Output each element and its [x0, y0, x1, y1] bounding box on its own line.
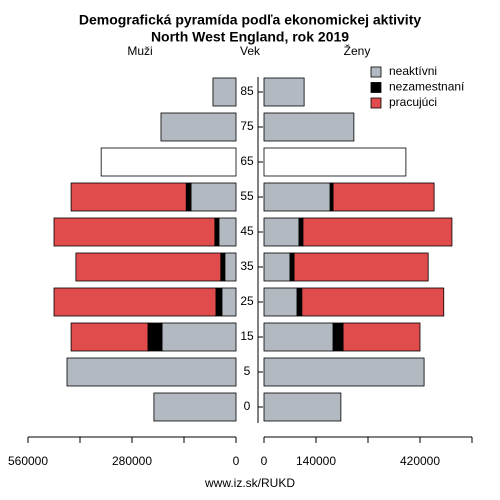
- bar: [342, 322, 421, 352]
- bar: [263, 77, 305, 107]
- bar: [224, 252, 237, 282]
- legend-label: pracujúci: [389, 95, 437, 109]
- bar: [329, 182, 334, 212]
- legend-swatch: [370, 97, 382, 109]
- bar: [289, 252, 295, 282]
- legend-swatch: [370, 66, 382, 78]
- age-label: 75: [240, 119, 254, 133]
- legend-swatch: [370, 82, 382, 93]
- bar: [53, 217, 216, 247]
- bar: [263, 182, 331, 212]
- bar: [53, 287, 217, 317]
- bar: [160, 112, 237, 142]
- chart-subtitle: North West England, rok 2019: [151, 29, 349, 45]
- bar: [153, 392, 237, 422]
- source: www.iz.sk/RUKD: [204, 476, 295, 490]
- bar: [220, 252, 226, 282]
- center-label: Vek: [240, 44, 261, 58]
- age-label: 0: [244, 399, 251, 413]
- x-tick-label: 280000: [112, 454, 152, 468]
- bar: [185, 182, 192, 212]
- bar: [75, 252, 222, 282]
- x-tick-label: 560000: [8, 454, 48, 468]
- left-label: Muži: [127, 44, 152, 58]
- bar: [215, 287, 223, 317]
- bar: [302, 217, 453, 247]
- bar: [221, 287, 237, 317]
- age-label: 15: [240, 329, 254, 343]
- bar: [332, 182, 435, 212]
- bar: [190, 182, 237, 212]
- bar: [70, 182, 187, 212]
- age-label: 65: [240, 154, 254, 168]
- bar: [263, 252, 291, 282]
- bar: [100, 147, 237, 177]
- x-tick-label: 140000: [296, 454, 336, 468]
- bar: [70, 322, 149, 352]
- bar: [263, 287, 298, 317]
- right-label: Ženy: [344, 43, 371, 58]
- legend-label: neaktívni: [389, 64, 437, 78]
- x-tick-label: 0: [233, 454, 240, 468]
- age-label: 35: [240, 259, 254, 273]
- bar: [218, 217, 237, 247]
- x-tick-label: 0: [261, 454, 268, 468]
- age-label: 5: [244, 364, 251, 378]
- legend-label: nezamestnaní: [389, 80, 465, 94]
- bar: [263, 392, 342, 422]
- bar: [263, 217, 300, 247]
- bar: [263, 357, 425, 387]
- age-label: 85: [240, 84, 254, 98]
- bar: [263, 322, 334, 352]
- bar: [301, 287, 445, 317]
- chart-title: Demografická pyramída podľa ekonomickej …: [79, 12, 422, 28]
- bar: [263, 112, 355, 142]
- bar: [293, 252, 429, 282]
- x-tick-label: 420000: [400, 454, 440, 468]
- bar: [212, 77, 237, 107]
- age-label: 25: [240, 294, 254, 308]
- bar: [147, 322, 163, 352]
- bar: [332, 322, 344, 352]
- bar: [298, 217, 304, 247]
- bar: [296, 287, 303, 317]
- age-label: 55: [240, 189, 254, 203]
- bar: [214, 217, 220, 247]
- age-label: 45: [240, 224, 254, 238]
- bar: [263, 147, 407, 177]
- bar: [161, 322, 237, 352]
- bar: [66, 357, 237, 387]
